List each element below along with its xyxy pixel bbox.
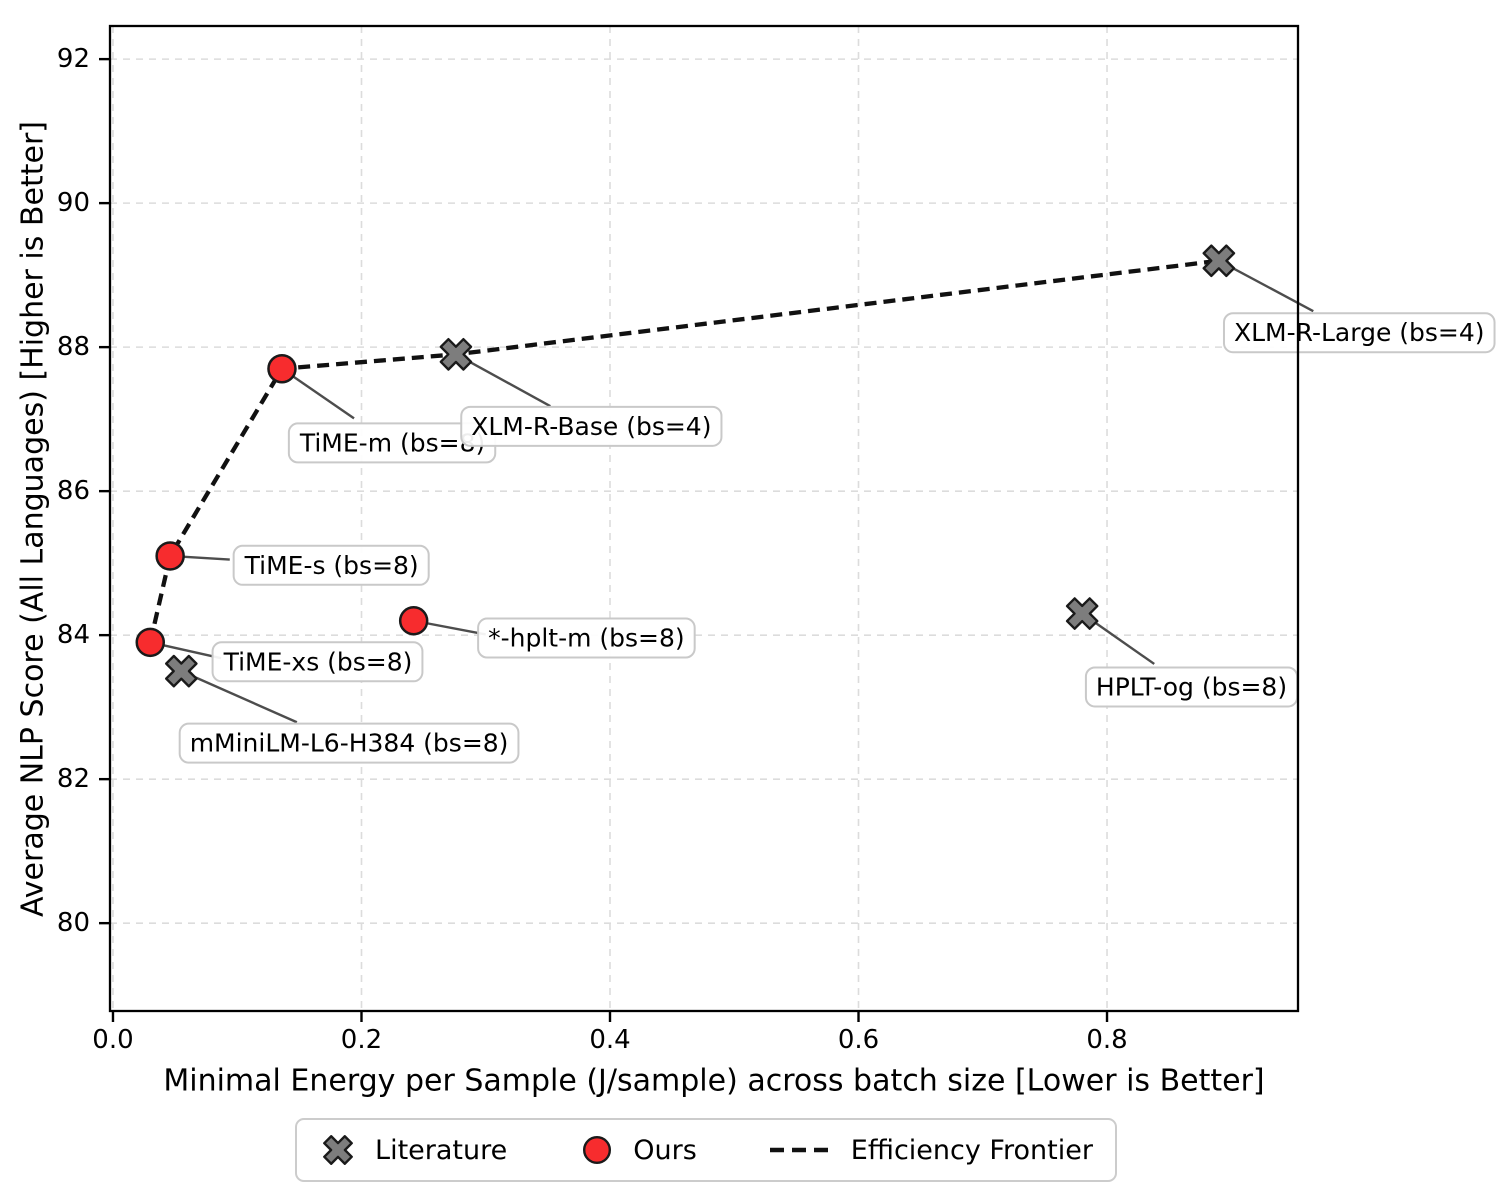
gridlines <box>110 26 1298 1011</box>
point-circle-marker <box>398 605 429 636</box>
point-x-marker <box>1202 244 1236 278</box>
legend-label-literature: Literature <box>375 1134 508 1166</box>
plot-border <box>108 24 1300 1013</box>
point-x-marker <box>164 654 198 688</box>
annotation-box <box>178 722 520 764</box>
annotation: TiME-xs (bs=8) <box>211 641 424 683</box>
point-circle-marker <box>135 627 166 658</box>
legend: Literature Ours Efficiency Frontier <box>295 1118 1117 1182</box>
x-tick-label: 0.2 <box>341 1025 382 1055</box>
annotation-box <box>232 544 430 586</box>
annotation-text: TiME-s (bs=8) <box>244 551 419 580</box>
y-tick-label: 84 <box>57 620 90 650</box>
legend-label-frontier: Efficiency Frontier <box>850 1134 1093 1166</box>
annotation-text: *-hplt-m (bs=8) <box>488 624 685 653</box>
point-circle-marker <box>267 353 297 384</box>
annotation: HPLT-og (bs=8) <box>1084 666 1299 708</box>
annotation-box <box>1222 312 1496 354</box>
data-points <box>135 244 1236 688</box>
legend-item-ours: Ours <box>579 1132 697 1168</box>
annotation-text: TiME-m (bs=8) <box>299 428 485 457</box>
y-tick-label: 86 <box>57 476 90 506</box>
annotation-box <box>477 617 696 659</box>
annotation-leader <box>180 670 298 724</box>
annotation-box <box>460 405 723 447</box>
x-axis-label: Minimal Energy per Sample (J/sample) acr… <box>163 1063 1265 1099</box>
legend-item-frontier: Efficiency Frontier <box>769 1135 1093 1166</box>
annotation: TiME-m (bs=8) <box>287 422 497 464</box>
annotation-text: mMiniLM-L6-H384 (bs=8) <box>190 729 509 758</box>
ours-circle-marker-icon <box>583 1135 612 1165</box>
annotation-box <box>211 641 424 683</box>
annotation-leader <box>455 353 551 408</box>
x-tick-label: 0.0 <box>92 1025 133 1055</box>
efficiency-frontier-line-icon <box>769 1147 832 1153</box>
y-tick-label: 92 <box>57 44 90 74</box>
literature-x-marker-icon <box>323 1135 353 1165</box>
y-tick-label: 90 <box>57 188 90 218</box>
x-tick-label: 0.8 <box>1086 1025 1127 1055</box>
x-tick-label: 0.6 <box>838 1025 879 1055</box>
annotation-text: TiME-xs (bs=8) <box>223 647 413 676</box>
point-x-marker <box>1065 597 1099 630</box>
annotation: mMiniLM-L6-H384 (bs=8) <box>178 722 520 764</box>
y-axis-label: Average NLP Score (All Languages) [Highe… <box>15 121 51 917</box>
y-tick-label: 88 <box>57 332 90 362</box>
annotation: XLM-R-Base (bs=4) <box>460 405 723 447</box>
annotation-text: HPLT-og (bs=8) <box>1096 672 1287 701</box>
annotation-text: XLM-R-Large (bs=4) <box>1234 318 1485 347</box>
legend-label-ours: Ours <box>633 1134 697 1166</box>
annotation: XLM-R-Large (bs=4) <box>1222 312 1496 354</box>
y-tick-label: 82 <box>57 764 90 794</box>
point-x-marker <box>439 338 473 371</box>
annotation: *-hplt-m (bs=8) <box>477 617 696 659</box>
annotation: TiME-s (bs=8) <box>232 544 430 586</box>
annotation-text: XLM-R-Base (bs=4) <box>471 412 711 441</box>
ticks: 0.0 0.2 0.4 0.6 0.8 80 82 84 86 88 90 92 <box>57 44 1128 1055</box>
x-tick-label: 0.4 <box>589 1025 630 1055</box>
legend-item-literature: Literature <box>319 1131 507 1169</box>
y-tick-label: 80 <box>57 908 90 938</box>
point-circle-marker <box>155 541 185 571</box>
annotation-labels: TiME-m (bs=8)XLM-R-Base (bs=4) XLM-R-Larg… <box>178 312 1496 764</box>
spines <box>108 24 1300 1013</box>
